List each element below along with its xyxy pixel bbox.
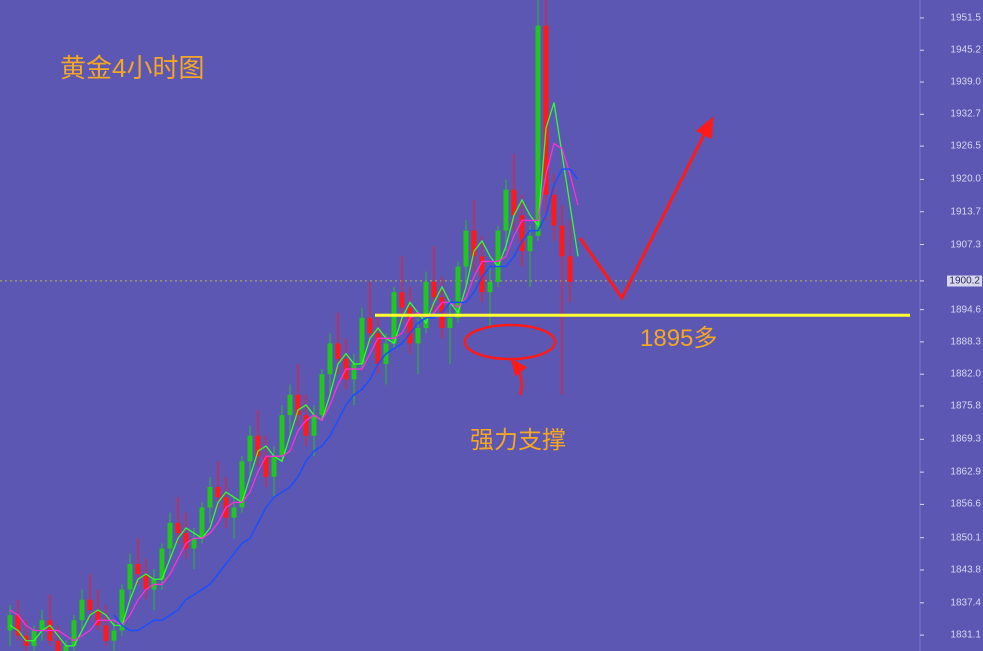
- y-tick-label: 1932.7: [950, 109, 981, 120]
- chart-canvas[interactable]: [0, 0, 983, 651]
- y-tick-label: 1926.5: [950, 141, 981, 152]
- y-tick-label: 1831.1: [950, 630, 981, 641]
- y-tick-label: 1888.3: [950, 336, 981, 347]
- y-tick-label: 1920.0: [950, 174, 981, 185]
- y-tick-label: 1907.3: [950, 239, 981, 250]
- y-tick-label: 1939.0: [950, 77, 981, 88]
- y-tick-label: 1856.6: [950, 499, 981, 510]
- y-tick-label: 1882.0: [950, 369, 981, 380]
- y-tick-label: 1869.3: [950, 434, 981, 445]
- y-tick-label: 1913.7: [950, 206, 981, 217]
- y-tick-label: 1945.2: [950, 45, 981, 56]
- y-tick-label: 1837.4: [950, 597, 981, 608]
- y-tick-label: 1951.5: [950, 12, 981, 23]
- y-tick-label: 1843.8: [950, 565, 981, 576]
- entry-label: 1895多: [640, 318, 717, 353]
- chart-title: 黄金4小时图: [60, 48, 204, 85]
- current-price-label: 1900.2: [947, 275, 982, 286]
- y-tick-label: 1875.8: [950, 400, 981, 411]
- y-tick-label: 1894.6: [950, 304, 981, 315]
- y-tick-label: 1862.9: [950, 467, 981, 478]
- gold-4h-chart: 黄金4小时图 强力支撑 1895多 1951.5 1945.2 1939.0 1932…: [0, 0, 983, 651]
- y-tick-label: 1850.1: [950, 532, 981, 543]
- support-label: 强力支撑: [470, 420, 566, 455]
